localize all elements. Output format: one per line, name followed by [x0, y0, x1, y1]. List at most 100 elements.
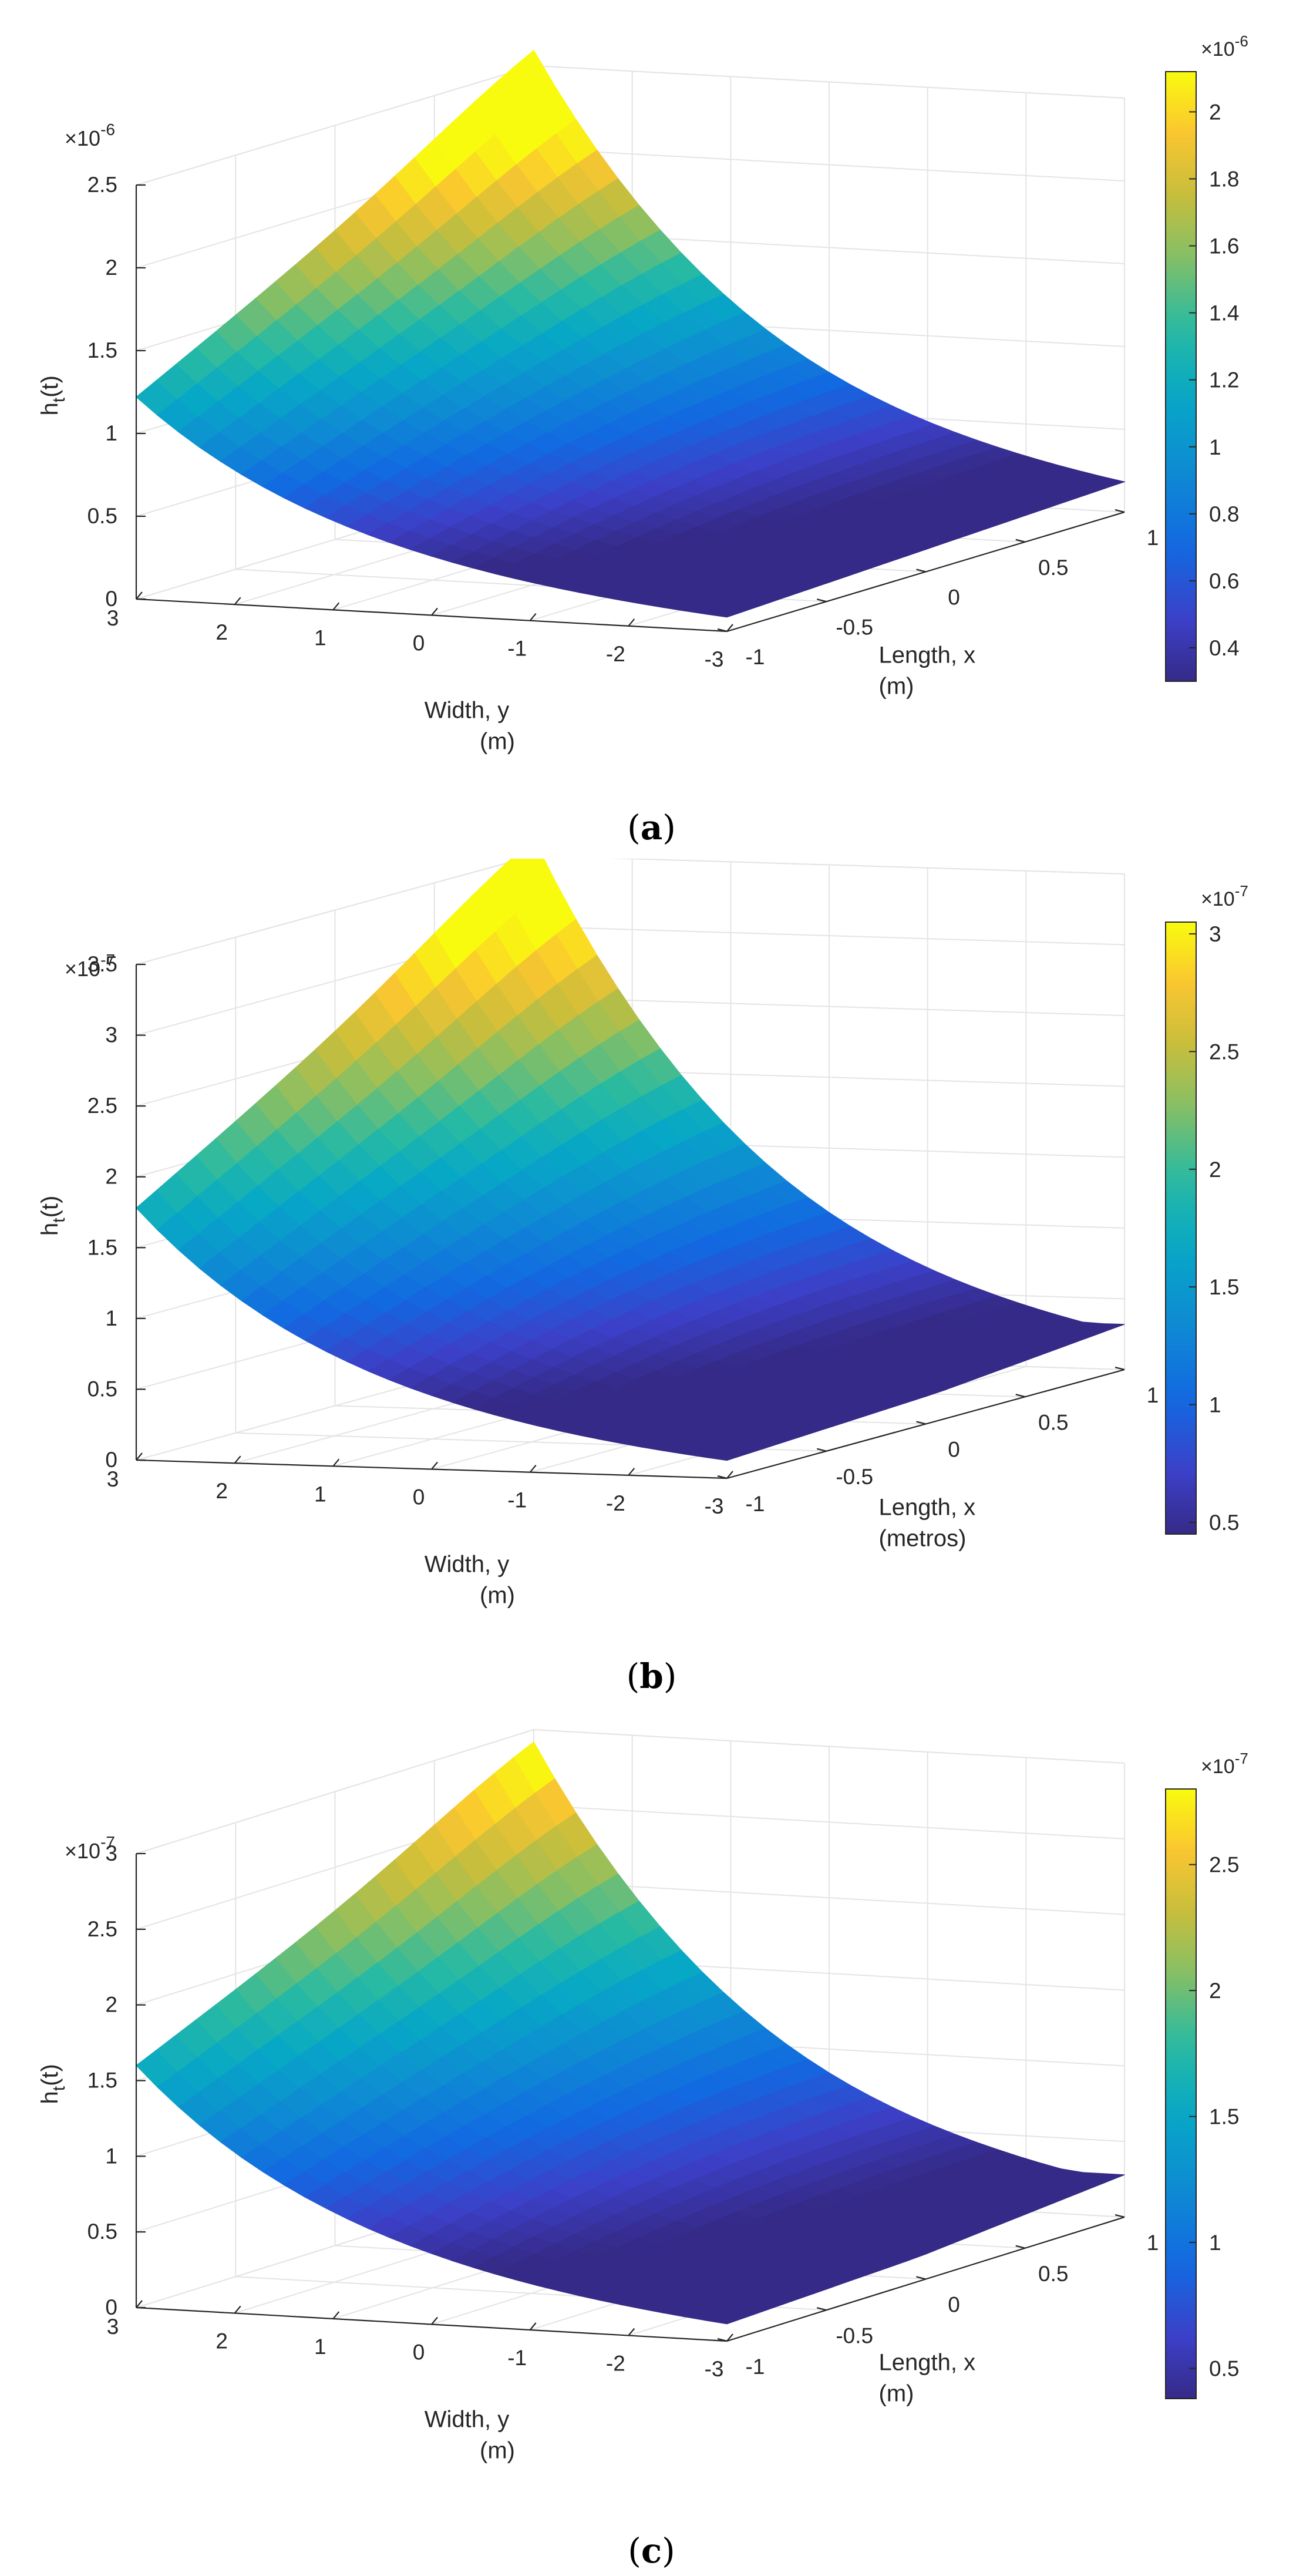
surface-patch	[704, 2312, 749, 2325]
colorbar-tick-label: 1.5	[1209, 1275, 1239, 1299]
colorbar-exponent: ×10-7	[1201, 882, 1248, 910]
chart-a-svg: 0 0.5 1 1.5 2 2.5 ×10-6 3 2 1 0 -1 -2 -3 -1 -0.5 0 0.5 1 Wi…	[37, 32, 1248, 755]
z-tick-label: 2.5	[87, 1917, 117, 1941]
width-tick-label: 3	[107, 606, 119, 630]
colorbar-exponent: ×10-6	[1201, 32, 1248, 60]
width-axis-unit: (m)	[480, 1583, 515, 1609]
colorbar	[1165, 1788, 1197, 2399]
width-tick	[529, 1464, 537, 1473]
z-tick-label: 2	[105, 1165, 117, 1189]
width-tick	[726, 1471, 733, 1479]
panel-c-label: c	[641, 2531, 662, 2571]
length-tick	[1015, 1394, 1026, 1398]
width-axis-unit: (m)	[480, 2438, 515, 2464]
colorbar-tick-label: 2	[1209, 1979, 1221, 2003]
z-tick-label: 2.5	[87, 173, 117, 197]
length-tick-label: -1	[746, 1492, 765, 1516]
width-tick-label: -1	[507, 2346, 527, 2370]
chart-b-svg: 0 0.5 1 1.5 2 2.5 3 3.5 ×10-7 3 2 1 0 -1 -2 -3 -1 -0.5 0 0.…	[37, 859, 1248, 1609]
length-tick-label: 1	[1147, 1383, 1159, 1407]
colorbar-tick-label: 1.4	[1209, 301, 1239, 325]
surface-patch	[705, 606, 747, 618]
width-tick	[332, 602, 340, 611]
length-tick	[1115, 509, 1125, 513]
z-tick-label: 1.5	[87, 2069, 117, 2093]
grid-line	[136, 859, 1125, 965]
length-tick-label: 0.5	[1038, 2262, 1068, 2286]
length-tick	[816, 2307, 827, 2311]
width-tick	[431, 607, 438, 616]
length-tick	[717, 2338, 728, 2342]
width-tick-label: -2	[606, 642, 625, 666]
panel-a-label: a	[640, 808, 663, 848]
z-axis-title: ht(t)	[37, 375, 69, 415]
width-tick	[726, 2333, 733, 2342]
length-tick-label: 0.5	[1038, 556, 1068, 580]
colorbar-tick-label: 1.8	[1209, 167, 1239, 191]
length-tick	[1015, 539, 1026, 543]
colorbar-tick-label: 1	[1209, 435, 1221, 459]
z-tick-label: 1	[105, 421, 117, 445]
z-axis-title: ht(t)	[37, 1196, 69, 1236]
colorbar-exponent: ×10-7	[1201, 1750, 1248, 1778]
chart-panel-b: 0 0.5 1 1.5 2 2.5 3 3.5 ×10-7 3 2 1 0 -1 -2 -3 -1 -0.5 0 0.…	[0, 859, 1303, 1717]
z-tick-label: 0.5	[87, 2219, 117, 2244]
width-tick	[431, 2316, 438, 2325]
panel-a-caption: (a)	[627, 808, 676, 848]
chart-c-svg: 0 0.5 1 1.5 2 2.5 3 ×10-7 3 2 1 0 -1 -2 -3 -1 -0.5 0 0.5 1 W…	[37, 1728, 1248, 2464]
colorbar-tick-label: 0.4	[1209, 636, 1239, 660]
width-tick	[628, 2328, 635, 2336]
colorbar-tick-label: 1	[1209, 1393, 1221, 1417]
length-tick	[916, 1421, 926, 1425]
width-tick	[431, 1461, 438, 1470]
length-tick	[816, 598, 827, 603]
width-tick	[136, 2300, 143, 2308]
z-tick-label: 2	[105, 1993, 117, 2017]
z-tick-label: 0	[105, 1448, 117, 1472]
width-tick	[529, 2322, 537, 2330]
z-tick-label: 0.5	[87, 1377, 117, 1401]
width-tick	[332, 2311, 340, 2319]
colorbar-tick-label: 0.5	[1209, 1511, 1239, 1535]
width-tick	[628, 1468, 635, 1476]
z-tick-label: 3	[105, 1841, 117, 1865]
width-tick	[234, 2305, 241, 2314]
width-tick-label: 0	[413, 2340, 425, 2365]
colorbar-tick-label: 0.6	[1209, 569, 1239, 593]
colorbar-tick-label: 2.5	[1209, 1853, 1239, 1877]
length-tick	[1115, 2214, 1125, 2218]
length-tick-label: 1	[1147, 526, 1159, 550]
width-tick-label: 1	[314, 625, 326, 650]
z-tick-label: 1	[105, 1306, 117, 1330]
z-tick-label: 0	[105, 2295, 117, 2319]
width-tick	[136, 591, 143, 600]
chart-panel-c: 0 0.5 1 1.5 2 2.5 3 ×10-7 3 2 1 0 -1 -2 -3 -1 -0.5 0 0.5 1 W…	[0, 1717, 1303, 2576]
length-tick	[816, 1448, 827, 1452]
width-tick-label: 0	[413, 1485, 425, 1509]
z-tick-label: 1.5	[87, 338, 117, 362]
length-tick-label: -1	[746, 645, 765, 669]
width-tick	[332, 1458, 340, 1467]
z-tick-label: 3.5	[87, 952, 117, 976]
width-tick-label: 2	[216, 1479, 228, 1503]
width-tick-label: -1	[507, 637, 527, 661]
length-tick-label: -0.5	[836, 2323, 873, 2348]
width-axis-title: Width, y	[425, 698, 509, 724]
colorbar-tick-label: 2	[1209, 1158, 1221, 1182]
z-exponent: ×10-6	[65, 120, 115, 150]
z-tick-label: 1	[105, 2144, 117, 2168]
width-tick-label: -3	[705, 2357, 724, 2381]
surface-patch	[705, 1450, 747, 1461]
width-tick-label: 3	[107, 1467, 119, 1491]
panel-b-label: b	[639, 1656, 664, 1696]
width-tick-label: 1	[314, 1482, 326, 1506]
length-tick-label: -1	[746, 2355, 765, 2379]
width-tick-label: -3	[705, 647, 724, 671]
width-tick	[234, 597, 241, 605]
chart-panel-a: 0 0.5 1 1.5 2 2.5 ×10-6 3 2 1 0 -1 -2 -3 -1 -0.5 0 0.5 1 Wi…	[0, 0, 1303, 859]
width-tick	[628, 618, 635, 627]
z-tick-label: 0	[105, 587, 117, 611]
colorbar-tick-label: 3	[1209, 922, 1221, 946]
z-tick-label: 2.5	[87, 1094, 117, 1118]
width-tick-label: 2	[216, 2329, 228, 2353]
